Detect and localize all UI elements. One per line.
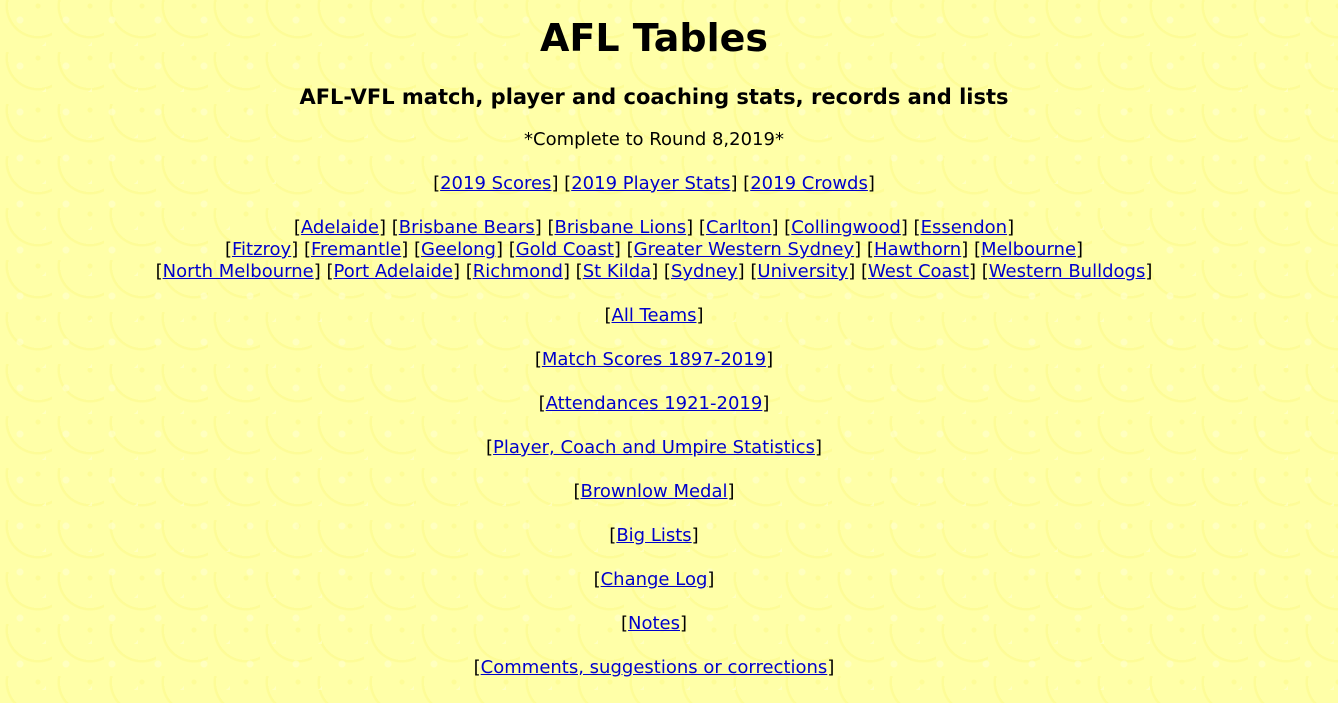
- team-link-west-coast[interactable]: West Coast: [867, 261, 970, 282]
- link-2019-player-stats[interactable]: 2019 Player Stats: [571, 173, 731, 194]
- team-link-melbourne[interactable]: Melbourne: [981, 239, 1077, 260]
- team-link-gold-coast[interactable]: Gold Coast: [515, 239, 614, 260]
- team-link-essendon[interactable]: Essendon: [920, 217, 1008, 238]
- team-link-western-bulldogs[interactable]: Western Bulldogs: [988, 261, 1146, 282]
- team-link-port-adelaide[interactable]: Port Adelaide: [333, 261, 453, 282]
- change-log-link[interactable]: Change Log: [600, 569, 708, 590]
- teams-row-1: [Adelaide] [Brisbane Bears] [Brisbane Li…: [293, 217, 1015, 238]
- page-subtitle: AFL-VFL match, player and coaching stats…: [299, 85, 1009, 109]
- team-link-north-melbourne[interactable]: North Melbourne: [162, 261, 314, 282]
- team-link-collingwood[interactable]: Collingwood: [791, 217, 901, 238]
- match-scores-link[interactable]: Match Scores 1897-2019: [541, 349, 767, 370]
- all-teams-link[interactable]: All Teams: [611, 305, 697, 326]
- season-links-row: [2019 Scores] [2019 Player Stats] [2019 …: [433, 173, 875, 194]
- link-2019-scores[interactable]: 2019 Scores: [440, 173, 552, 194]
- teams-row-3: [North Melbourne] [Port Adelaide] [Richm…: [155, 261, 1153, 282]
- team-link-university[interactable]: University: [757, 261, 849, 282]
- team-link-adelaide[interactable]: Adelaide: [300, 217, 379, 238]
- team-link-fremantle[interactable]: Fremantle: [310, 239, 402, 260]
- team-link-brisbane-lions[interactable]: Brisbane Lions: [554, 217, 687, 238]
- completion-status: *Complete to Round 8,2019*: [524, 129, 784, 150]
- team-link-geelong[interactable]: Geelong: [421, 239, 496, 260]
- team-link-richmond[interactable]: Richmond: [472, 261, 563, 282]
- page-title: AFL Tables: [539, 16, 769, 60]
- team-link-hawthorn[interactable]: Hawthorn: [873, 239, 962, 260]
- team-link-gws[interactable]: Greater Western Sydney: [633, 239, 855, 260]
- match-scores-row: [Match Scores 1897-2019]: [534, 349, 774, 370]
- attendances-link[interactable]: Attendances 1921-2019: [545, 393, 763, 414]
- comments-row: [Comments, suggestions or corrections]: [473, 657, 835, 678]
- brownlow-row: [Brownlow Medal]: [573, 481, 735, 502]
- teams-row-2: [Fitzroy] [Fremantle] [Geelong] [Gold Co…: [224, 239, 1084, 260]
- team-link-sydney[interactable]: Sydney: [670, 261, 738, 282]
- attendances-row: [Attendances 1921-2019]: [538, 393, 770, 414]
- change-log-row: [Change Log]: [593, 569, 715, 590]
- big-lists-row: [Big Lists]: [609, 525, 699, 546]
- notes-row: [Notes]: [620, 613, 688, 634]
- player-coach-umpire-stats-link[interactable]: Player, Coach and Umpire Statistics: [493, 437, 815, 458]
- player-stats-row: [Player, Coach and Umpire Statistics]: [486, 437, 822, 458]
- team-link-carlton[interactable]: Carlton: [705, 217, 772, 238]
- comments-link[interactable]: Comments, suggestions or corrections: [480, 657, 828, 678]
- link-2019-crowds[interactable]: 2019 Crowds: [750, 173, 868, 194]
- team-link-fitzroy[interactable]: Fitzroy: [231, 239, 292, 260]
- brownlow-medal-link[interactable]: Brownlow Medal: [580, 481, 728, 502]
- big-lists-link[interactable]: Big Lists: [616, 525, 692, 546]
- team-link-st-kilda[interactable]: St Kilda: [582, 261, 652, 282]
- team-link-brisbane-bears[interactable]: Brisbane Bears: [398, 217, 535, 238]
- notes-link[interactable]: Notes: [628, 613, 680, 634]
- all-teams-row: [All Teams]: [604, 305, 704, 326]
